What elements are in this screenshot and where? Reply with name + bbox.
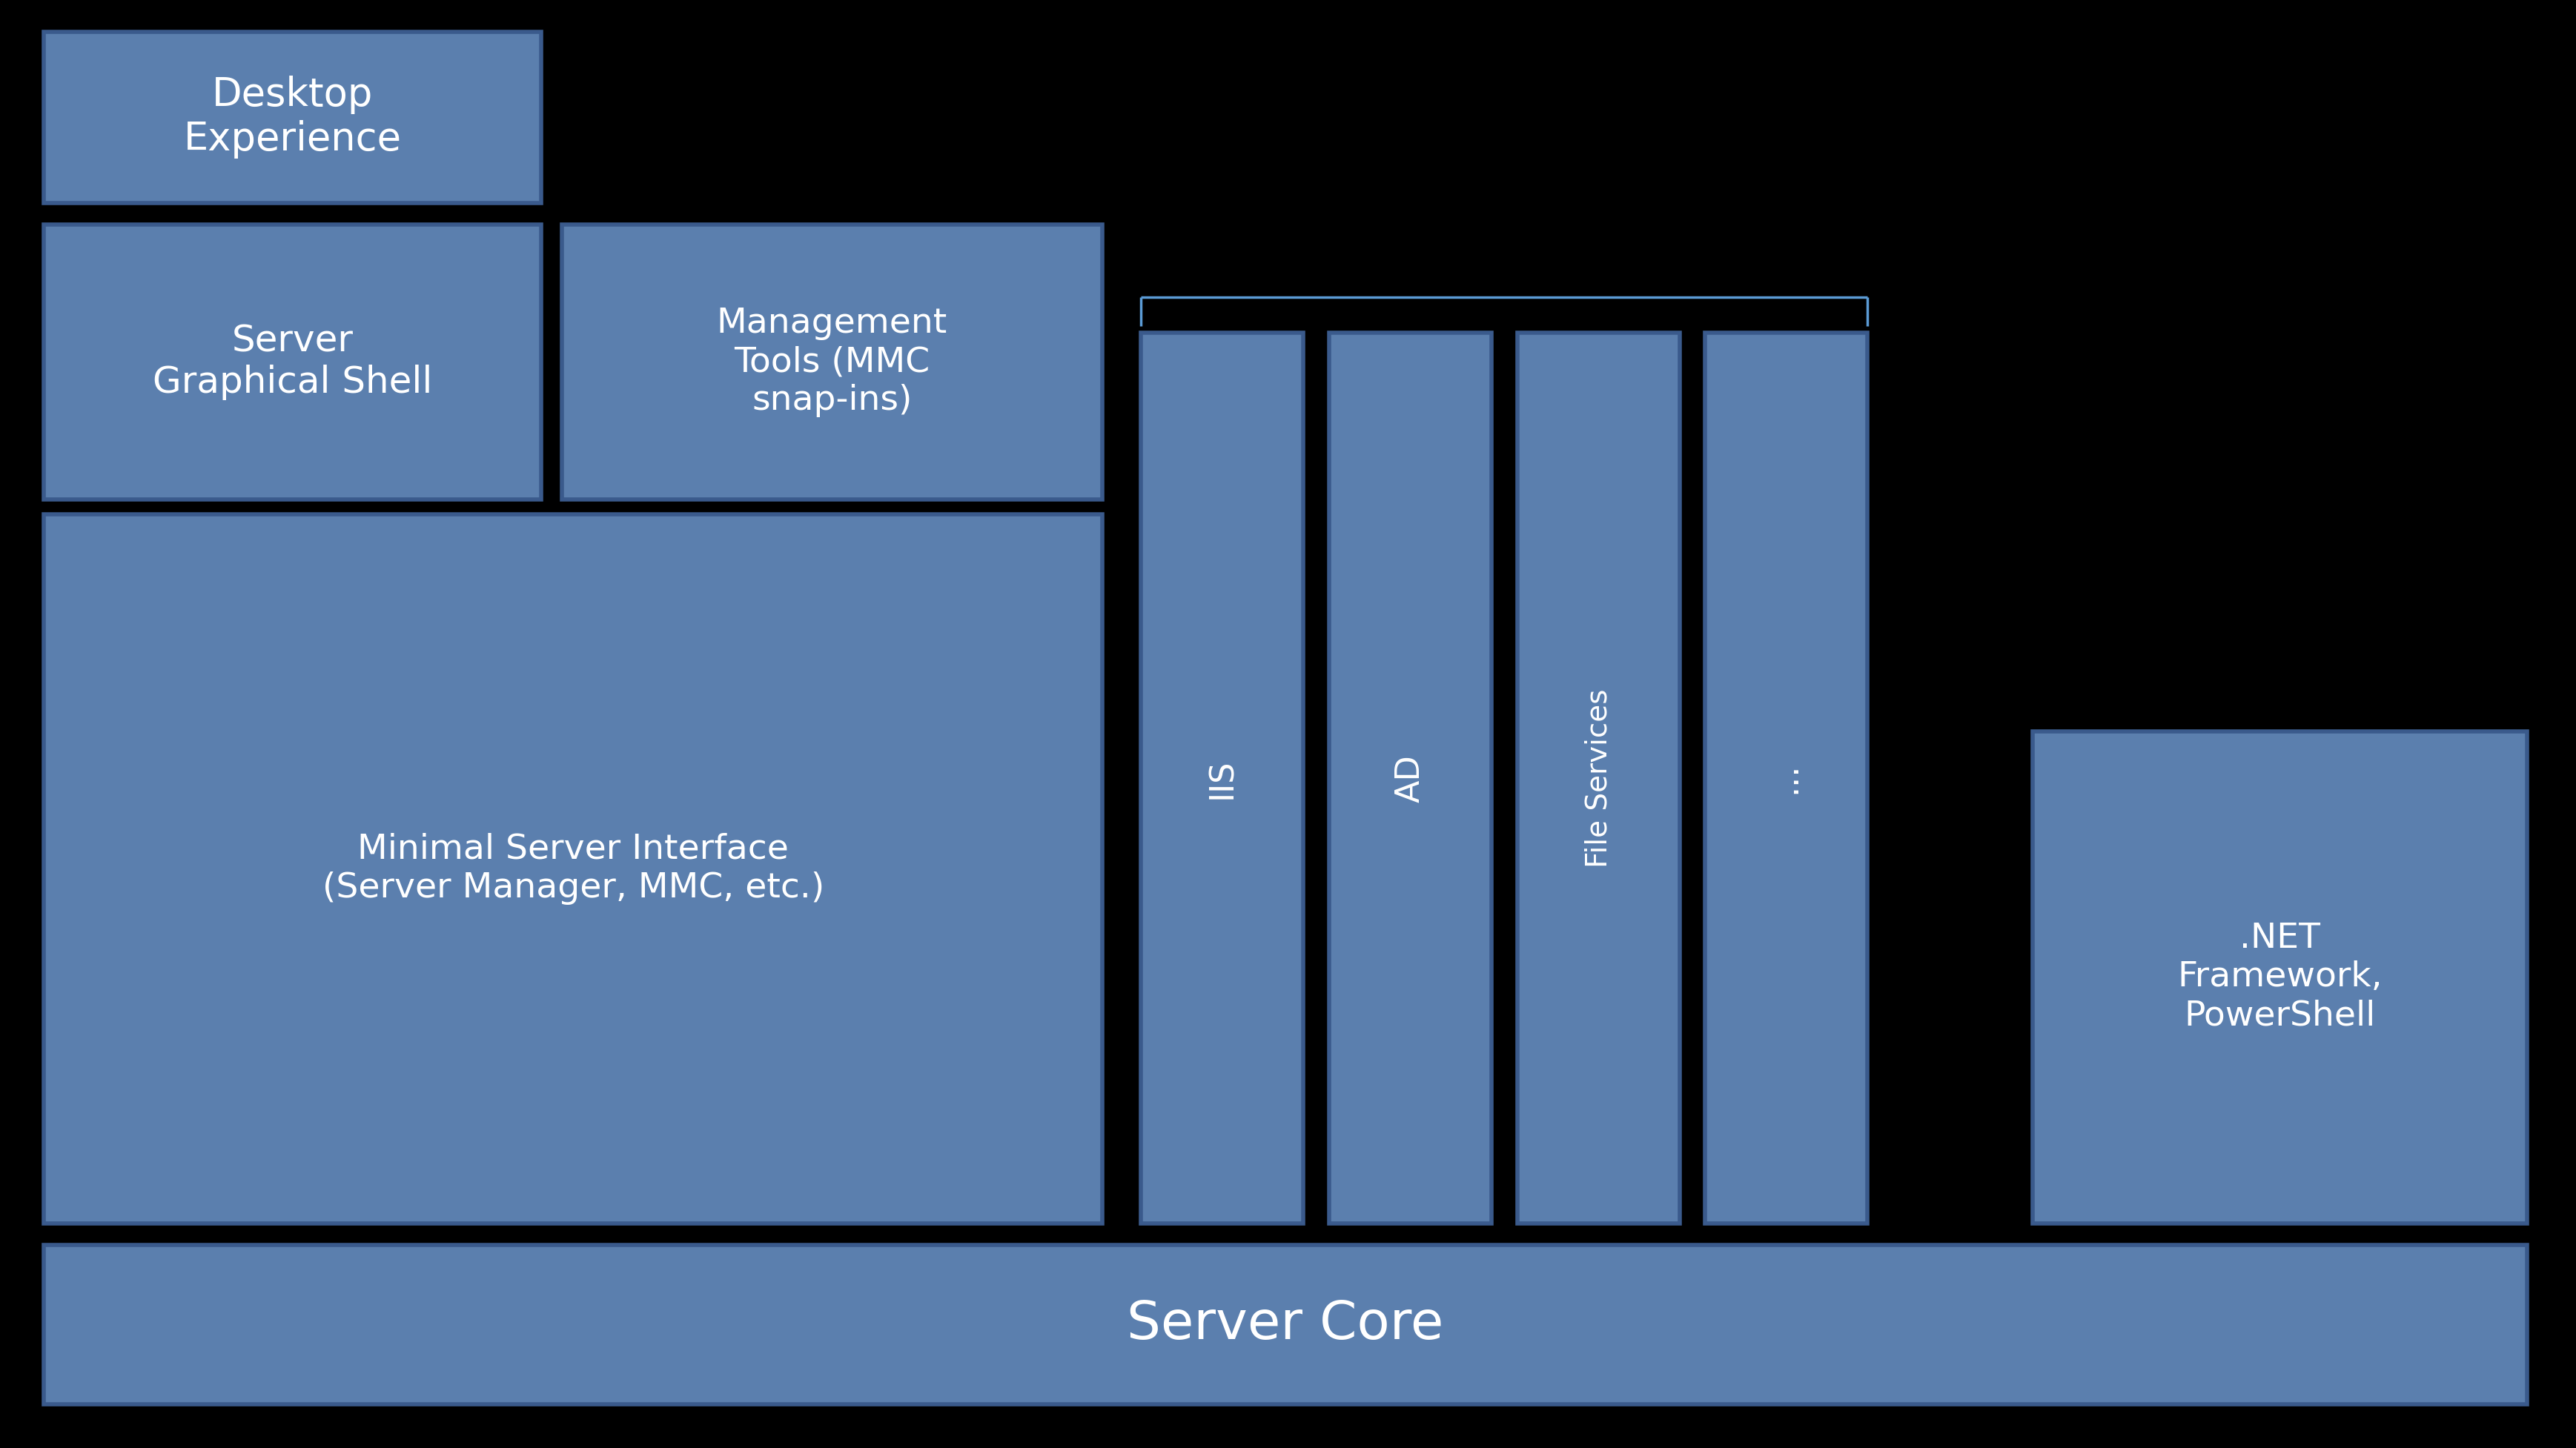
FancyBboxPatch shape [44,1245,2527,1405]
FancyBboxPatch shape [1329,333,1492,1224]
Text: Desktop
Experience: Desktop Experience [183,75,402,159]
Text: Server
Graphical Shell: Server Graphical Shell [152,323,433,401]
Text: .NET
Framework,
PowerShell: .NET Framework, PowerShell [2177,922,2383,1032]
FancyBboxPatch shape [44,224,541,500]
FancyBboxPatch shape [1141,333,1303,1224]
FancyBboxPatch shape [2032,731,2527,1224]
Text: Minimal Server Interface
(Server Manager, MMC, etc.): Minimal Server Interface (Server Manager… [322,833,824,905]
Text: ...: ... [1770,763,1803,794]
FancyBboxPatch shape [1517,333,1680,1224]
FancyBboxPatch shape [44,32,541,203]
Text: Management
Tools (MMC
snap-ins): Management Tools (MMC snap-ins) [716,307,948,417]
FancyBboxPatch shape [1705,333,1868,1224]
Text: IIS: IIS [1206,759,1239,798]
FancyBboxPatch shape [44,514,1103,1224]
Text: Server Core: Server Core [1128,1299,1443,1351]
Text: AD: AD [1394,754,1427,802]
Text: File Services: File Services [1584,689,1613,867]
FancyBboxPatch shape [562,224,1103,500]
